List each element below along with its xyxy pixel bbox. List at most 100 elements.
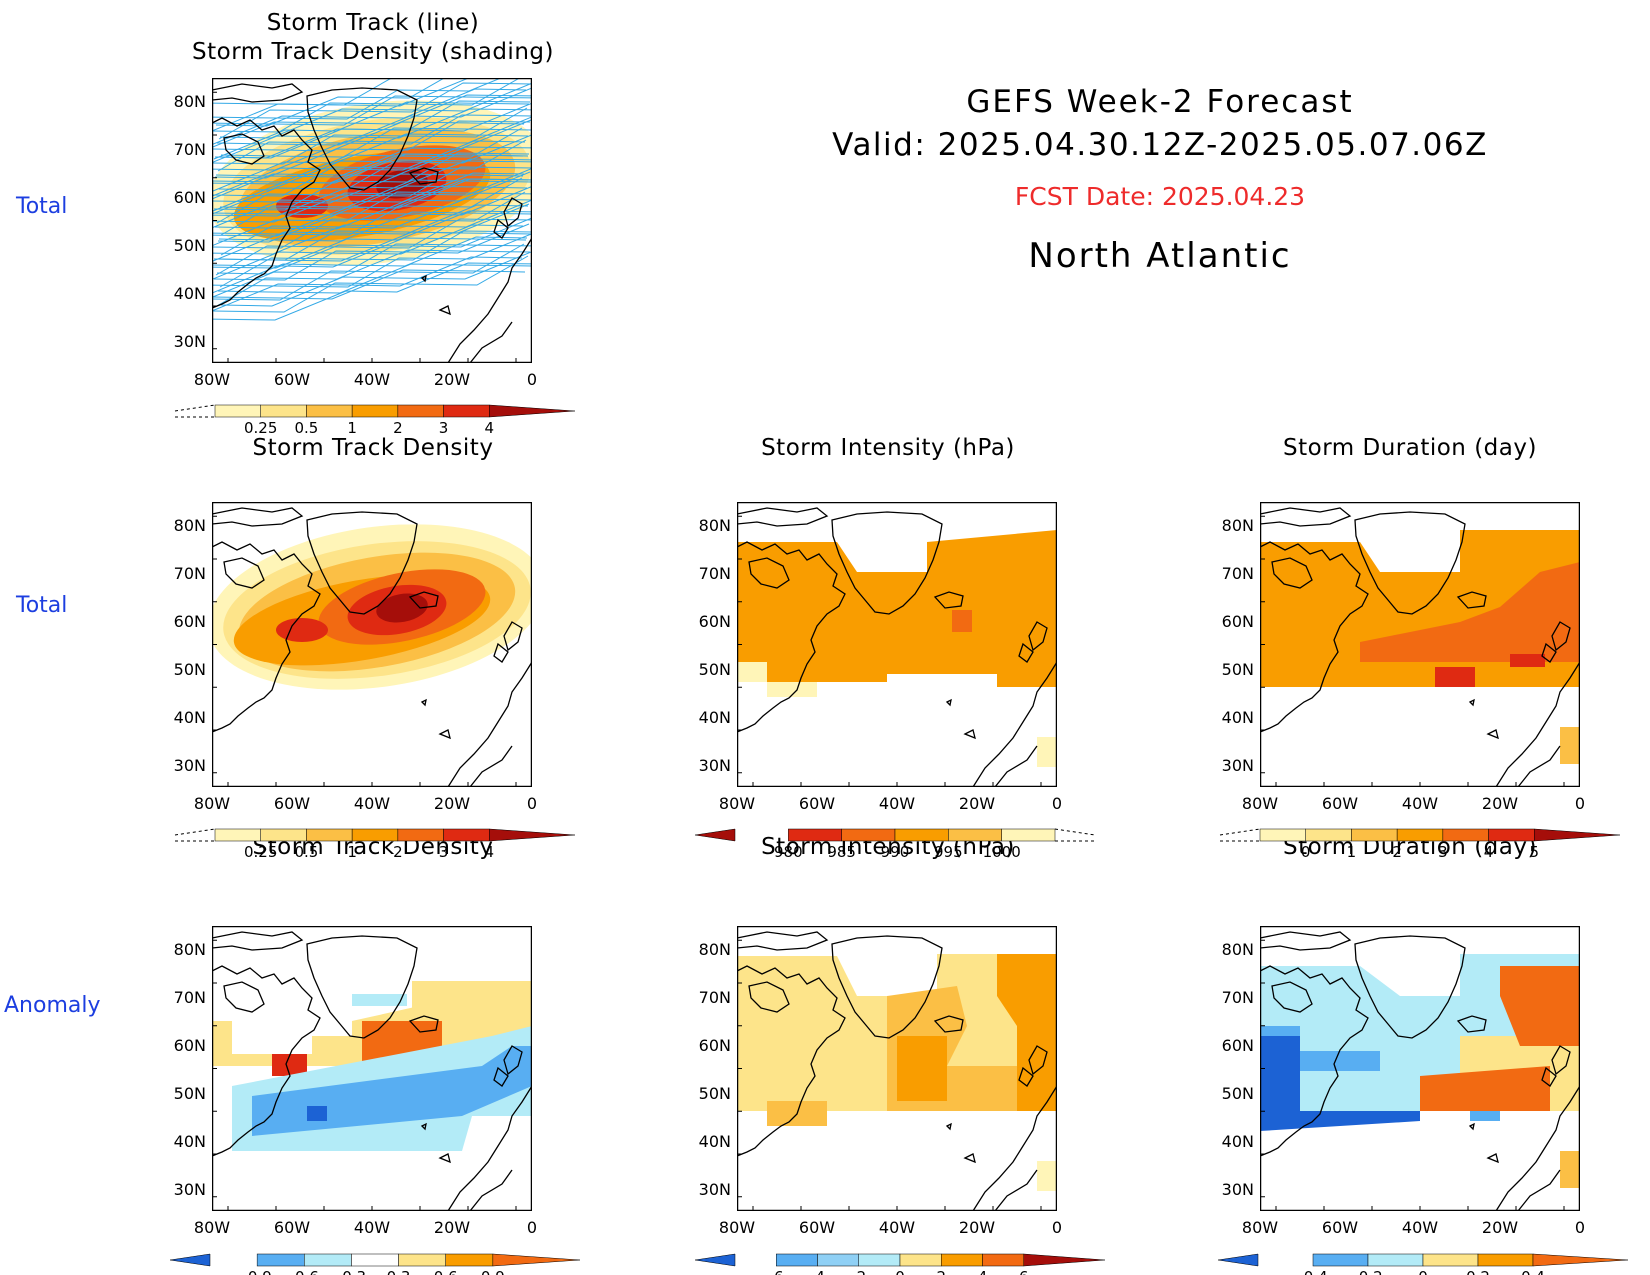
lat-label: 60N bbox=[698, 612, 731, 631]
colorbar-label: 0.4 bbox=[1503, 1268, 1563, 1275]
forecast-title: GEFS Week-2 Forecast bbox=[966, 84, 1354, 120]
colorbar-label: 4 bbox=[484, 419, 495, 437]
panel1-title-line2: Storm Track Density (shading) bbox=[192, 39, 554, 65]
lat-label: 40N bbox=[173, 708, 206, 727]
lon-label: 40W bbox=[353, 370, 391, 389]
colorbar-label: -0.9 bbox=[227, 1268, 287, 1275]
map-duration-anomaly-svg bbox=[1260, 926, 1580, 1211]
map-duration-anomaly bbox=[1260, 926, 1580, 1211]
lat-label: 40N bbox=[1221, 1132, 1254, 1151]
lon-label: 40W bbox=[353, 1218, 391, 1237]
colorbar-label: 3 bbox=[1438, 843, 1448, 861]
colorbar-label: 6 bbox=[994, 1268, 1054, 1275]
lat-label: 40N bbox=[173, 284, 206, 303]
lat-label: 40N bbox=[1221, 708, 1254, 727]
lon-label: 80W bbox=[1241, 794, 1279, 813]
colorbar-label: 4 bbox=[484, 843, 495, 861]
colorbar-intensity-anomaly: -6-4-20246 bbox=[694, 1252, 1106, 1275]
colorbar-label: 0.9 bbox=[463, 1268, 523, 1275]
map-storm-track-total bbox=[212, 78, 532, 363]
colorbar-density-anomaly: -0.9-0.6-0.30.30.60.9 bbox=[169, 1252, 581, 1275]
lon-label: 20W bbox=[433, 794, 471, 813]
lat-label: 30N bbox=[1221, 1180, 1254, 1199]
lat-label: 60N bbox=[173, 612, 206, 631]
colorbar-label: 2 bbox=[1392, 843, 1402, 861]
lat-label: 80N bbox=[173, 516, 206, 535]
lat-label: 70N bbox=[1221, 988, 1254, 1007]
map-intensity-total-svg bbox=[737, 502, 1057, 787]
colorbar-label: 0.25 bbox=[244, 419, 278, 437]
colorbar-label: 0 bbox=[1393, 1268, 1453, 1275]
lon-label: 0 bbox=[1574, 1218, 1586, 1237]
lon-label: 20W bbox=[958, 1218, 996, 1237]
panel1-title-line1: Storm Track (line) bbox=[266, 10, 480, 36]
colorbar-label: 990 bbox=[880, 843, 910, 861]
lon-label: 40W bbox=[878, 794, 916, 813]
lon-label: 40W bbox=[878, 1218, 916, 1237]
lat-label: 80N bbox=[698, 516, 731, 535]
lat-label: 70N bbox=[173, 140, 206, 159]
colorbar-label: 5 bbox=[1529, 843, 1540, 861]
colorbar-label: 1 bbox=[347, 843, 357, 861]
lon-label: 60W bbox=[798, 794, 836, 813]
lat-label: 50N bbox=[698, 1084, 731, 1103]
lon-label: 0 bbox=[526, 1218, 538, 1237]
lon-label: 0 bbox=[1051, 794, 1063, 813]
row-label-total-2: Total bbox=[16, 593, 68, 618]
colorbar-intensity-svg bbox=[694, 828, 1096, 842]
map-density-anomaly bbox=[212, 926, 532, 1211]
colorbar-density-svg bbox=[174, 828, 576, 842]
map-duration-total bbox=[1260, 502, 1580, 787]
lon-label: 80W bbox=[193, 1218, 231, 1237]
lon-label: 40W bbox=[353, 794, 391, 813]
lat-label: 30N bbox=[173, 332, 206, 351]
colorbar-duration-anomaly-svg bbox=[1217, 1253, 1629, 1267]
colorbar-label: 3 bbox=[438, 843, 449, 861]
panel3-title: Storm Intensity (hPa) bbox=[761, 435, 1015, 461]
colorbar-label: -6 bbox=[746, 1268, 806, 1275]
colorbar-duration: 0 1 2 3 4 5 bbox=[1219, 827, 1621, 863]
lon-label: 0 bbox=[1574, 794, 1586, 813]
colorbar-intensity: 980 985 990 995 1000 bbox=[694, 827, 1096, 863]
lat-label: 80N bbox=[698, 940, 731, 959]
lat-label: 30N bbox=[173, 756, 206, 775]
panel4-title: Storm Duration (day) bbox=[1283, 435, 1537, 461]
lon-label: 0 bbox=[526, 370, 538, 389]
lat-label: 50N bbox=[698, 660, 731, 679]
colorbar-density-total: 0.25 0.5 1 2 3 4 bbox=[174, 403, 576, 439]
map-density-total-svg bbox=[212, 502, 532, 787]
colorbar-label: -0.2 bbox=[1338, 1268, 1398, 1275]
valid-range: Valid: 2025.04.30.12Z-2025.05.07.06Z bbox=[832, 127, 1488, 163]
lon-label: 60W bbox=[273, 370, 311, 389]
colorbar-label: 4 bbox=[953, 1268, 1013, 1275]
lat-label: 60N bbox=[1221, 1036, 1254, 1055]
lat-label: 50N bbox=[1221, 1084, 1254, 1103]
map-storm-track-total-svg bbox=[212, 78, 532, 363]
lon-label: 60W bbox=[1321, 794, 1359, 813]
lat-label: 50N bbox=[1221, 660, 1254, 679]
lat-label: 70N bbox=[698, 988, 731, 1007]
lon-label: 20W bbox=[433, 1218, 471, 1237]
lat-label: 50N bbox=[173, 236, 206, 255]
lon-label: 80W bbox=[718, 794, 756, 813]
colorbar-label: 1000 bbox=[982, 843, 1021, 861]
lat-label: 30N bbox=[173, 1180, 206, 1199]
row-label-anomaly: Anomaly bbox=[4, 993, 101, 1018]
colorbar-label: 0.3 bbox=[369, 1268, 429, 1275]
lat-label: 60N bbox=[1221, 612, 1254, 631]
lon-label: 0 bbox=[1051, 1218, 1063, 1237]
lat-label: 70N bbox=[698, 564, 731, 583]
map-duration-total-svg bbox=[1260, 502, 1580, 787]
colorbar-label: 980 bbox=[774, 843, 803, 861]
colorbar-label: -0.6 bbox=[274, 1268, 334, 1275]
lat-label: 60N bbox=[173, 1036, 206, 1055]
lat-label: 40N bbox=[698, 708, 731, 727]
colorbar-label: 0.5 bbox=[294, 843, 319, 861]
map-density-anomaly-svg bbox=[212, 926, 532, 1211]
colorbar-label: 2 bbox=[393, 419, 403, 437]
lon-label: 0 bbox=[526, 794, 538, 813]
panel2-title: Storm Track Density bbox=[252, 435, 494, 461]
colorbar-label: 0 bbox=[870, 1268, 930, 1275]
lon-label: 80W bbox=[193, 370, 231, 389]
